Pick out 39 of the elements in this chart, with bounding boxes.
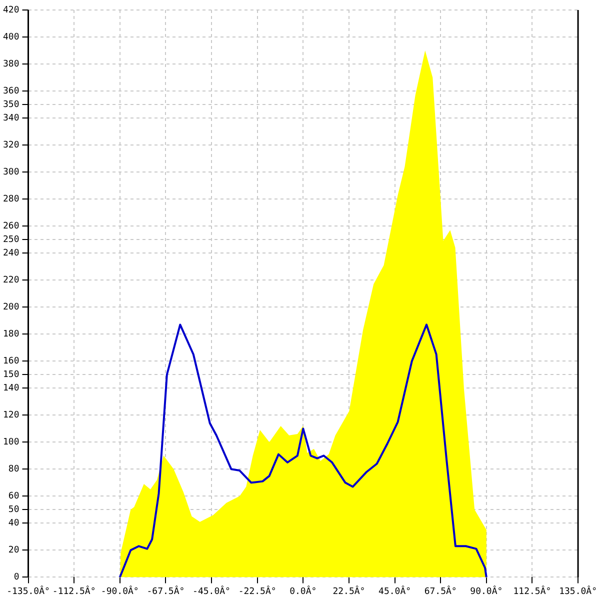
x-tick-label: 22.5Â° bbox=[332, 584, 366, 597]
x-tick-label: -112.5Â° bbox=[52, 584, 96, 597]
x-tick-label: -135.0Â° bbox=[6, 584, 50, 597]
y-tick-label: 250 bbox=[2, 234, 20, 245]
y-tick-label: 400 bbox=[2, 32, 20, 42]
x-tick-label: -90.0Â° bbox=[100, 584, 139, 597]
y-tick-label: 0 bbox=[14, 572, 20, 583]
y-tick-label: 100 bbox=[2, 437, 20, 448]
x-tick-label: 0.0Â° bbox=[290, 584, 317, 597]
x-tick-label: 112.5Â° bbox=[513, 584, 552, 597]
y-tick-label: 340 bbox=[2, 113, 20, 124]
y-tick-label: 320 bbox=[2, 140, 20, 150]
y-tick-label: 350 bbox=[2, 100, 20, 110]
y-tick-label: 200 bbox=[2, 302, 20, 312]
y-tick-label: 380 bbox=[2, 59, 20, 70]
y-tick-label: 120 bbox=[2, 410, 20, 420]
y-tick-label: 260 bbox=[2, 221, 20, 232]
y-tick-label: 240 bbox=[2, 248, 20, 258]
y-tick-label: 50 bbox=[8, 505, 20, 516]
y-tick-label: 140 bbox=[2, 383, 20, 394]
y-tick-label: 420 bbox=[2, 5, 20, 16]
y-tick-label: 20 bbox=[8, 546, 20, 556]
x-tick-label: -22.5Â° bbox=[238, 584, 276, 597]
x-tick-label: 135.0Â° bbox=[559, 584, 598, 597]
y-tick-label: 220 bbox=[2, 275, 20, 286]
x-tick-label: -45.0Â° bbox=[192, 584, 230, 597]
x-tick-label: 90.0Â° bbox=[470, 584, 503, 597]
x-tick-label: -67.5Â° bbox=[146, 584, 185, 597]
y-tick-label: 280 bbox=[2, 194, 20, 204]
x-tick-label: 67.5Â° bbox=[424, 584, 457, 597]
y-tick-label: 300 bbox=[2, 167, 20, 178]
y-tick-label: 60 bbox=[8, 492, 20, 502]
x-tick-label: 45.0Â° bbox=[378, 584, 412, 597]
y-tick-label: 80 bbox=[8, 464, 20, 475]
y-tick-label: 360 bbox=[2, 86, 20, 96]
y-tick-label: 150 bbox=[2, 370, 20, 380]
y-tick-label: 160 bbox=[2, 356, 20, 366]
y-tick-label: 40 bbox=[8, 518, 20, 529]
y-tick-label: 180 bbox=[2, 329, 20, 340]
